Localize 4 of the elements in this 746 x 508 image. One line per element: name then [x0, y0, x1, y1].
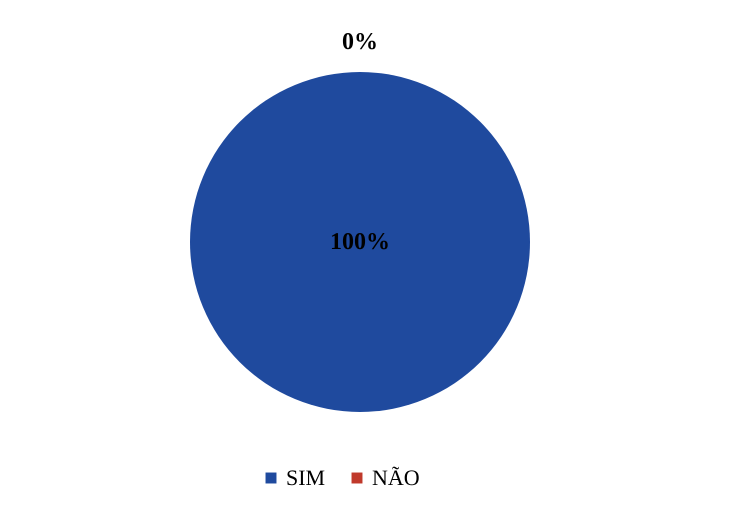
data-label: 100%: [330, 229, 390, 255]
legend-label: NÃO: [372, 465, 420, 490]
text: 0%: [342, 29, 378, 55]
legend-label: SIM: [286, 465, 326, 490]
